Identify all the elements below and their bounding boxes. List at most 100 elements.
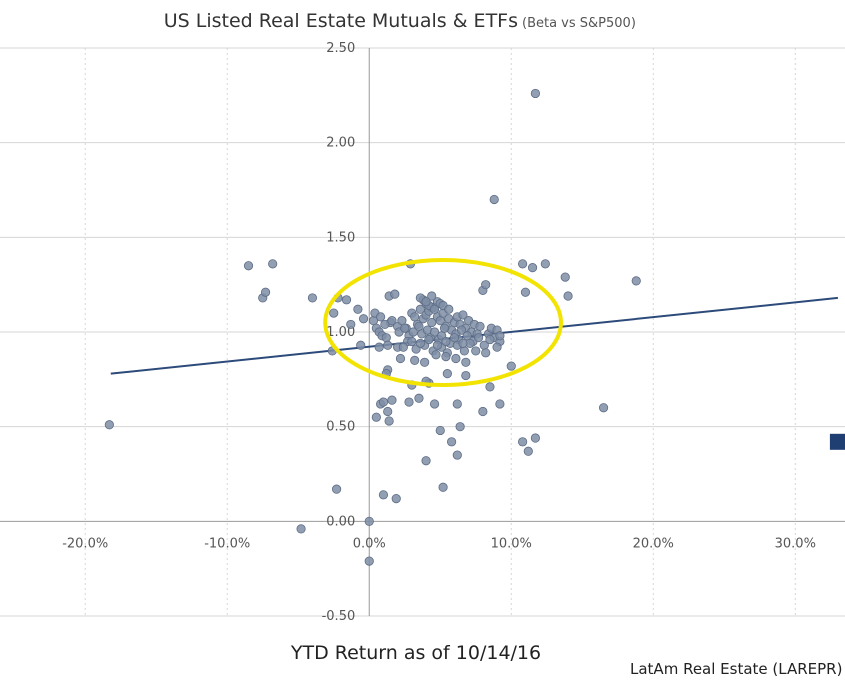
scatter-point	[331, 484, 342, 494]
scatter-point	[520, 287, 531, 297]
scatter-point	[540, 259, 550, 269]
scatter-point	[104, 420, 114, 430]
scatter-point	[458, 338, 468, 348]
scatter-point	[447, 437, 457, 447]
scatter-point	[442, 369, 452, 379]
scatter-point	[449, 333, 460, 343]
scatter-point	[438, 482, 448, 492]
scatter-point	[432, 340, 443, 350]
scatter-point	[478, 406, 488, 417]
scatter-point	[356, 340, 366, 350]
scatter-point	[530, 433, 541, 443]
y-tick-label: 1.00	[326, 325, 355, 340]
scatter-point	[415, 304, 425, 314]
scatter-point	[441, 352, 451, 362]
scatter-point	[260, 287, 271, 297]
x-tick-label: -10.0%	[204, 536, 250, 551]
scatter-point	[371, 412, 381, 422]
scatter-point	[378, 490, 389, 500]
highlight-ellipse	[323, 258, 563, 388]
scatter-point	[383, 340, 393, 350]
scatter-point	[410, 312, 420, 322]
scatter-point	[471, 346, 481, 356]
scatter-point	[384, 416, 394, 426]
scatter-point	[398, 342, 408, 352]
scatter-point	[429, 399, 440, 409]
y-tick-label: 1.50	[326, 230, 355, 245]
scatter-point	[475, 321, 485, 331]
scatter-point	[523, 446, 533, 456]
highlight-point-larepr	[829, 433, 845, 450]
scatter-point	[421, 456, 431, 466]
chart-subtitle: (Beta vs S&P500)	[522, 16, 636, 31]
x-tick-label: -20.0%	[62, 536, 108, 551]
scatter-point	[395, 353, 406, 364]
scatter-point	[307, 293, 318, 303]
scatter-point	[414, 393, 424, 403]
scatter-point	[420, 357, 430, 367]
scatter-point	[421, 297, 431, 307]
x-tick-label: 10.0%	[491, 536, 532, 551]
scatter-point	[598, 403, 609, 413]
scatter-point	[391, 494, 401, 504]
scatter-point	[424, 334, 434, 345]
scatter-point	[439, 323, 450, 333]
scatter-point	[452, 399, 462, 409]
scatter-point	[358, 314, 369, 324]
scatter-point	[414, 321, 424, 331]
scatter-point	[451, 353, 461, 364]
scatter-point	[268, 259, 278, 269]
scatter-point	[431, 350, 441, 360]
scatter-point	[397, 316, 407, 326]
scatter-point	[492, 342, 502, 352]
scatter-point	[390, 289, 400, 299]
scatter-point	[429, 304, 440, 314]
chart-title: US Listed Real Estate Mutuals & ETFs	[164, 10, 518, 32]
scatter-point	[378, 397, 389, 407]
scatter-point	[518, 259, 528, 269]
scatter-point	[459, 346, 469, 356]
x-tick-label: 20.0%	[633, 536, 674, 551]
annotation-overlay	[323, 258, 845, 450]
y-tick-label: 2.00	[326, 136, 355, 151]
scatter-point	[455, 422, 465, 432]
scatter-point	[527, 263, 538, 273]
scatter-point	[489, 194, 499, 205]
scatter-point	[404, 397, 414, 407]
scatter-point	[427, 291, 437, 301]
scatter-point	[481, 280, 491, 290]
source-label: LatAm Real Estate (LAREPR)	[630, 660, 842, 678]
scatter-point	[495, 331, 505, 341]
scatter-point	[353, 304, 363, 314]
y-tick-label: 0.00	[326, 514, 355, 529]
scatter-point	[408, 327, 418, 337]
scatter-point	[387, 395, 397, 405]
x-tick-label: 0.0%	[353, 536, 386, 551]
scatter-point	[329, 308, 339, 318]
data-points	[104, 88, 641, 566]
scatter-point	[380, 319, 390, 330]
scatter-point	[341, 295, 352, 305]
scatter-point	[530, 88, 541, 99]
scatter-point	[518, 437, 528, 447]
scatter-point	[444, 304, 454, 314]
scatter-point	[560, 272, 570, 282]
scatter-point	[506, 361, 516, 371]
scatter-point	[429, 327, 440, 337]
scatter-point	[631, 276, 641, 286]
y-tick-label: 0.50	[326, 420, 355, 435]
x-tick-label: 30.0%	[775, 536, 816, 551]
scatter-point	[441, 336, 451, 347]
scatter-point	[376, 312, 386, 322]
scatter-point	[364, 516, 374, 526]
scatter-point	[452, 450, 462, 460]
scatter-point	[407, 336, 417, 347]
scatter-point	[243, 261, 254, 271]
scatter-point	[415, 338, 425, 348]
scatter-point	[435, 425, 445, 436]
scatter-point	[485, 334, 495, 345]
scatter-point	[364, 556, 374, 566]
scatter-point	[458, 310, 468, 320]
scatter-point	[495, 399, 505, 409]
